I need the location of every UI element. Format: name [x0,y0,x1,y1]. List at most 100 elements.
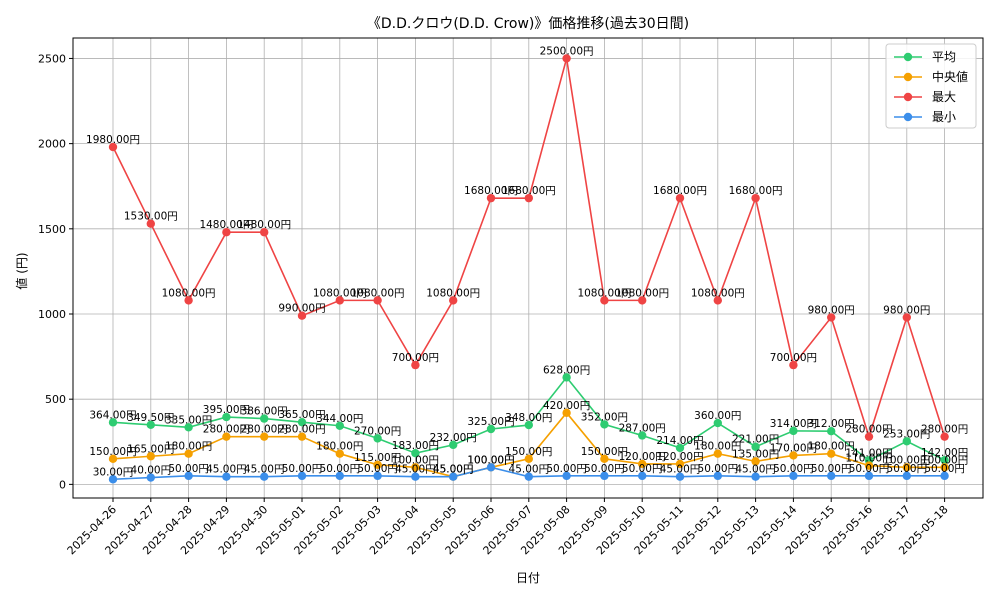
data-label: 45.00円 [433,464,474,476]
series-2-point [297,311,307,320]
data-label: 253.00円 [883,428,930,440]
series-2-point [562,54,571,63]
data-label: 280.00円 [278,424,325,436]
series-3-point [902,471,911,481]
data-label: 100.00円 [392,454,439,466]
series-0-point [373,434,382,443]
data-label: 1080.00円 [691,287,745,299]
series-0-point [902,437,911,446]
data-label: 335.00円 [165,414,212,426]
data-label: 1530.00円 [124,211,178,223]
legend-marker-3 [903,112,913,122]
data-label: 1680.00円 [729,185,783,197]
data-label: 1080.00円 [426,287,480,299]
series-3-point [751,472,760,481]
data-label: 40.00円 [131,465,172,477]
series-1-point [864,461,874,470]
series-3-point [373,471,382,481]
data-label: 100.00円 [921,454,968,466]
data-label: 180.00円 [694,441,741,453]
data-label: 1080.00円 [351,287,405,299]
series-0-point [562,373,571,382]
series-0-point [146,420,155,430]
data-label: 50.00円 [168,463,209,475]
series-3-point [297,471,307,481]
series-3-point [449,472,458,481]
data-label: 45.00円 [509,464,550,476]
series-2-point [486,193,496,203]
data-label: 1980.00円 [86,134,140,146]
series-2-point [373,296,382,305]
data-label: 348.00円 [505,412,552,424]
series-2-point [222,228,231,237]
legend-marker-2 [903,92,913,102]
series-3-point [335,471,344,481]
series-1-point [297,432,307,441]
legend-entry: 中央値 [932,69,968,84]
series-1-point [411,463,420,472]
series-0-point [751,442,760,451]
data-label: 270.00円 [354,425,401,437]
data-label: 50.00円 [320,463,361,475]
series-1-point [222,432,231,441]
data-label: 180.00円 [808,441,855,453]
series-2-point [260,228,269,237]
series-2-point [449,296,458,305]
series-3-point [562,471,571,481]
series-3-point [108,475,118,484]
series-1-point [789,451,798,460]
series-1-point [335,449,344,458]
data-label: 287.00円 [619,422,666,434]
series-0-point [222,412,231,422]
y-tick-label: 0 [59,478,66,491]
series-2-point [335,296,344,305]
data-label: 50.00円 [811,463,852,475]
data-label: 45.00円 [395,464,436,476]
data-label: 50.00円 [887,463,928,475]
series-1-point [524,454,533,464]
data-label: 142.00円 [921,447,968,459]
series-2-point [864,432,874,441]
series-2-point [751,193,760,203]
series-3-point [486,463,496,472]
series-2-point [411,360,420,370]
data-label: 50.00円 [357,463,398,475]
data-label: 2500.00円 [540,45,594,57]
data-label: 1480.00円 [199,219,253,231]
data-label: 349.50円 [127,412,174,424]
data-label: 628.00円 [543,364,590,376]
data-label: 1080.00円 [313,287,367,299]
data-label: 214.00円 [656,435,703,447]
series-0-point [449,440,458,450]
data-label: 312.00円 [808,418,855,430]
data-label: 232.00円 [430,432,477,444]
series-3-point [864,471,874,481]
data-label: 150.00円 [505,446,552,458]
data-label: 280.00円 [845,424,892,436]
data-label: 50.00円 [698,463,739,475]
series-2-point [713,296,722,305]
data-label: 1680.00円 [653,185,707,197]
series-3-point [524,472,533,481]
series-2-point [524,193,533,203]
series-3-point [600,471,609,481]
series-0-point [713,418,722,428]
series-0-point [789,426,798,436]
y-tick-label: 2000 [38,138,66,151]
series-1-point [827,449,836,458]
data-label: 700.00円 [392,352,439,364]
series-0-point [108,418,118,427]
data-label: 30.00円 [93,466,134,478]
series-0-point [297,417,307,427]
legend-marker-1 [903,72,913,82]
data-label: 352.00円 [581,411,628,423]
series-0-point [260,414,269,423]
data-label: 45.00円 [206,464,247,476]
legend-marker-0 [903,52,913,62]
y-tick-label: 1000 [38,308,66,321]
data-label: 980.00円 [883,304,930,316]
series-0-point [524,420,533,430]
series-0-point [411,448,420,458]
